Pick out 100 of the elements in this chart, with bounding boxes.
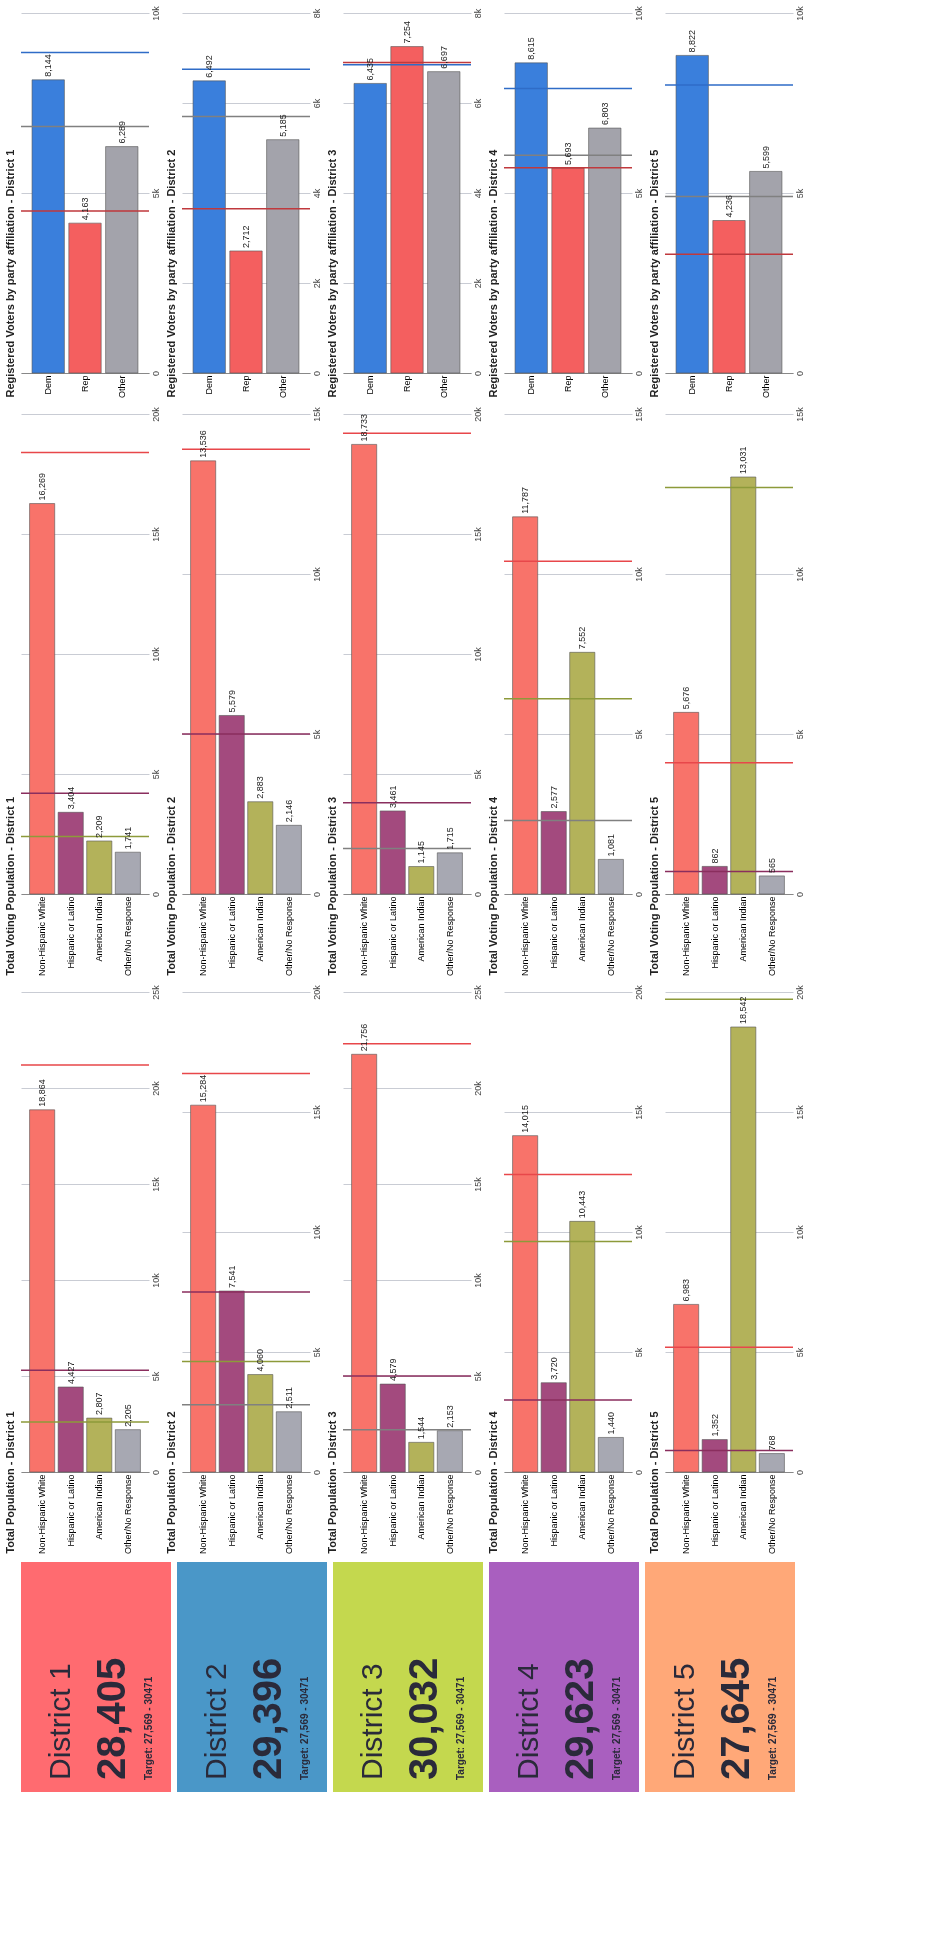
y-tick-label: 0 [633,1469,644,1476]
text: Total Voting Population - District 4 [487,796,500,976]
x-tick-label: Non-Hispanic White [681,896,692,977]
bar [379,1383,406,1473]
bar [275,825,302,895]
data-label: 3,461 [387,785,398,808]
y-tick-label: 5k [794,729,805,740]
y-tick-label: 8k [311,8,322,19]
x-tick-label: American Indian [738,896,749,962]
x-tick-label: Hispanic or Latino [709,896,720,969]
x-tick-label: Non-Hispanic White [520,896,531,977]
text: 30,032 [401,1657,445,1780]
bar [247,1374,274,1473]
bar [379,810,406,895]
data-label: 5,579 [226,689,237,713]
y-tick-label: 5k [150,188,161,199]
bar [218,1290,245,1473]
data-label: 13,536 [198,430,209,458]
bar [569,652,596,895]
text: 29,623 [557,1657,601,1780]
y-tick-label: 10k [633,5,644,21]
y-tick-label: 20k [794,984,805,1000]
y-tick-label: 10k [150,5,161,21]
x-tick-label: American Indian [94,896,105,962]
bar [86,1417,113,1473]
text: District 1 [43,1663,76,1780]
x-tick-label: Non-Hispanic White [359,896,370,977]
x-tick-label: American Indian [577,896,588,962]
y-tick-label: 20k [472,406,483,422]
data-label: 4,236 [724,194,734,218]
bar [551,167,585,374]
y-tick-label: 0 [150,1469,161,1476]
data-label: 14,015 [520,1105,531,1133]
y-tick-label: 4k [311,188,322,199]
text: Target: 27,569 - 30471 [611,1676,622,1780]
y-tick-label: 15k [472,1176,483,1192]
x-tick-label: Hispanic or Latino [548,896,559,969]
data-label: 2,205 [122,1404,133,1427]
x-tick-label: Hispanic or Latino [65,1474,76,1547]
bar [569,1221,596,1473]
bar [701,1439,728,1473]
text: Total Voting Population - District 1 [4,796,17,976]
y-tick-label: 10k [472,1272,483,1288]
y-tick-label: 10k [150,1272,161,1288]
bar [68,222,102,374]
text: 29,396 [245,1657,289,1780]
bar [408,866,435,895]
data-label: 2,146 [283,799,294,823]
x-tick-label: Non-Hispanic White [359,1474,370,1555]
text: Target: 27,569 - 30471 [455,1676,466,1780]
data-label: 6,492 [204,55,215,78]
data-label: 21,756 [359,1023,370,1052]
y-tick-label: 15k [794,406,805,422]
y-tick-label: 10k [794,5,805,21]
y-tick-label: 0 [633,891,644,898]
y-tick-label: 5k [633,1347,644,1358]
y-tick-label: 15k [150,526,161,542]
bar [512,1135,539,1473]
data-label: 5,185 [277,114,288,137]
x-tick-label: Other/No Response [444,896,455,977]
bar [758,875,785,895]
data-label: 1,544 [416,1416,427,1440]
y-tick-label: 15k [150,1176,161,1192]
data-label: 2,511 [283,1386,294,1409]
bar [218,715,245,895]
x-tick-label: American Indian [577,1474,588,1540]
data-label: 7,552 [577,626,588,650]
x-tick-label: Other/No Response [444,1474,455,1555]
x-tick-label: Dem [43,375,54,395]
text: Total Population - District 2 [165,1411,178,1554]
x-tick-label: Other/No Response [605,1474,616,1555]
x-tick-label: Rep [402,375,412,393]
x-tick-label: Other [760,375,771,399]
text: Registered Voters by party affiliation - District 2 [165,149,178,398]
x-tick-label: Rep [241,375,251,393]
y-tick-label: 0 [311,1469,322,1476]
data-label: 2,883 [255,776,266,799]
x-tick-label: American Indian [416,896,427,962]
x-tick-label: Other/No Response [605,896,616,977]
y-tick-label: 5k [311,1347,322,1358]
y-tick-label: 15k [633,1104,644,1120]
y-tick-label: 5k [150,769,161,780]
y-tick-label: 0 [472,1469,483,1476]
x-tick-label: Other/No Response [766,896,777,977]
y-tick-label: 10k [150,646,161,662]
text: Registered Voters by party affiliation - District 4 [487,148,500,398]
data-label: 5,693 [563,142,573,166]
data-label: 3,720 [548,1357,559,1380]
data-label: 2,577 [548,786,559,809]
x-tick-label: Hispanic or Latino [226,1474,237,1547]
bar [247,801,274,895]
bar [31,79,65,374]
y-tick-label: 0 [472,370,483,377]
y-tick-label: 0 [472,891,483,898]
x-tick-label: Hispanic or Latino [387,896,398,969]
data-label: 6,803 [599,102,610,126]
data-label: 16,269 [37,473,48,501]
data-label: 2,807 [94,1392,105,1416]
x-tick-label: American Indian [255,896,266,962]
data-label: 4,163 [80,197,90,221]
